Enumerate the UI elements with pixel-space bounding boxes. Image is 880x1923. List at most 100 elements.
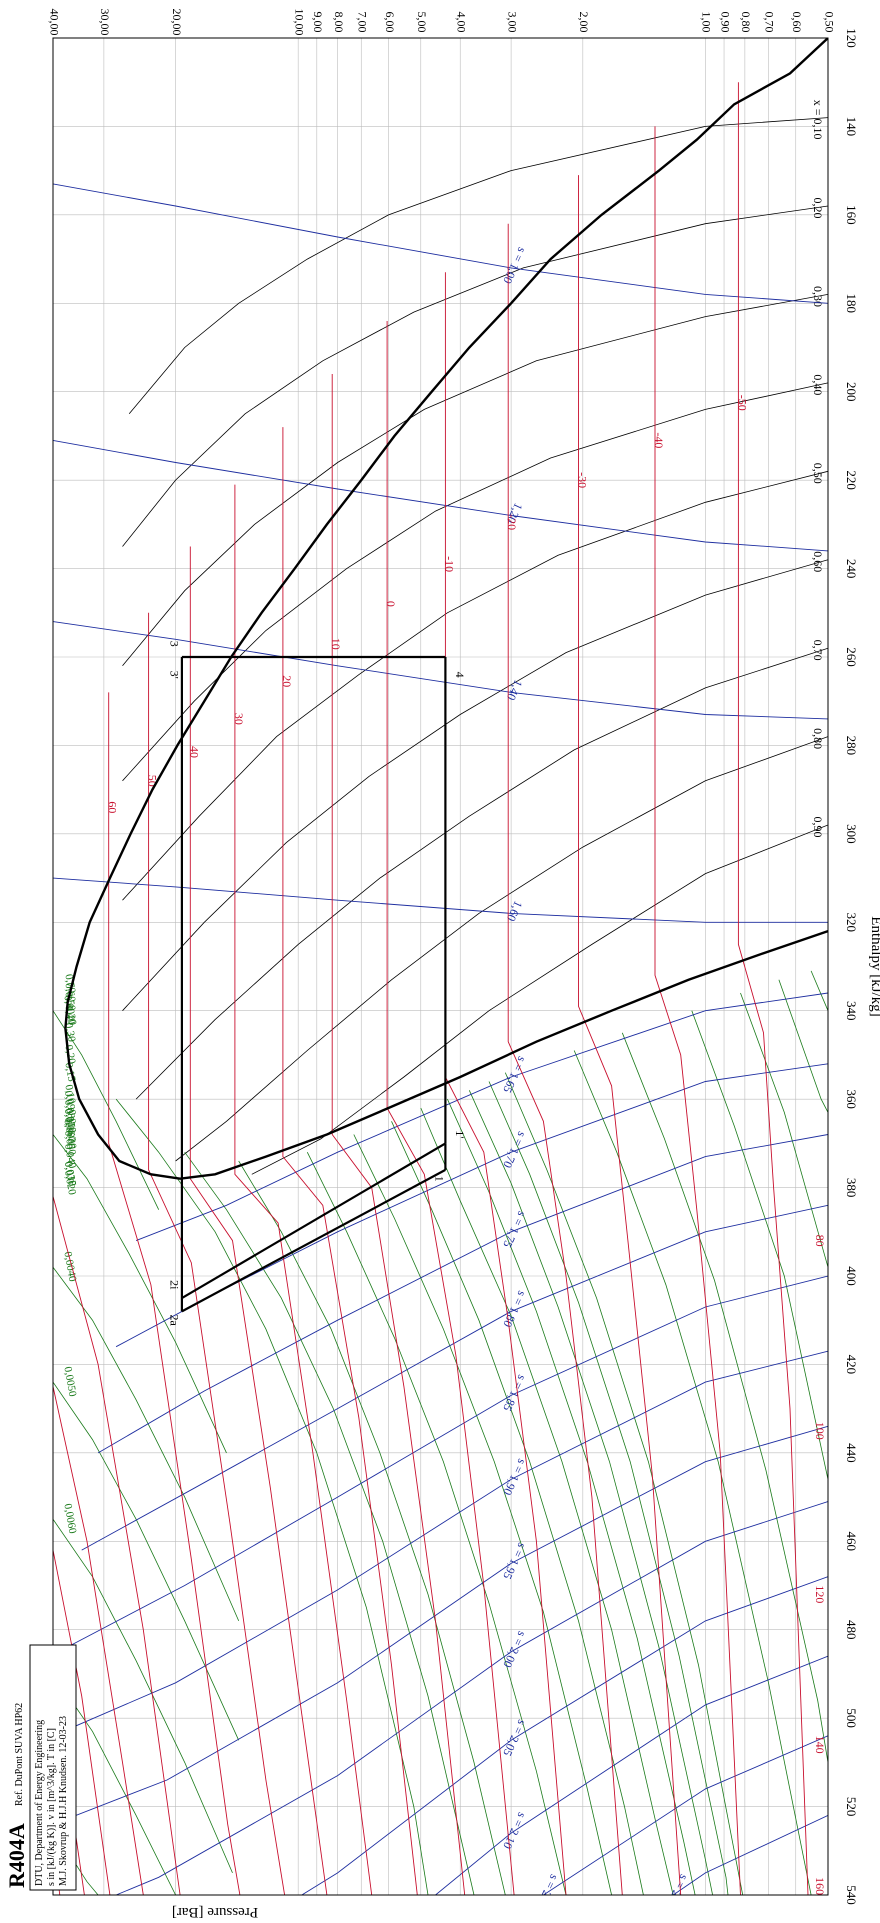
isochore-line	[504, 1072, 744, 1895]
y-tick-label: 2,00	[577, 12, 591, 33]
isochore-label: 0,010	[62, 1108, 78, 1135]
isentrope-line	[53, 439, 828, 552]
isentrope-line	[53, 621, 828, 720]
saturation-dome	[64, 38, 828, 1180]
isochore-line	[468, 1090, 713, 1895]
y-tick-label: 30,00	[98, 9, 112, 36]
isochore-label: 0,050	[62, 1130, 78, 1157]
y-tick-label: 0,70	[763, 12, 777, 33]
cycle-line	[181, 1142, 446, 1300]
quality-label: x = 0,10	[811, 100, 825, 140]
y-tick-label: 0,80	[739, 12, 753, 33]
y-tick-label: 8,00	[332, 12, 346, 33]
quality-label: 0,90	[811, 817, 825, 838]
isotherm-line	[654, 126, 741, 1895]
isotherm-label: -30	[575, 472, 589, 488]
isotherm-line	[53, 1550, 111, 1895]
x-tick-label: 440	[844, 1443, 859, 1463]
isochore-label: 0,060	[62, 1116, 78, 1143]
isotherm-line	[234, 484, 373, 1895]
isotherm-line	[578, 175, 682, 1895]
isochore-line	[184, 1151, 475, 1895]
isotherm-label: 80	[813, 1235, 827, 1247]
isochore-line	[691, 1010, 828, 1480]
x-tick-label: 460	[844, 1532, 859, 1552]
isotherm-label: 120	[813, 1585, 827, 1603]
y-tick-label: 20,00	[170, 9, 184, 36]
y-tick-label: 5,00	[415, 12, 429, 33]
cycle-point-label: 1'	[453, 1130, 467, 1138]
quality-line	[122, 205, 828, 547]
isentrope-line	[672, 1814, 828, 1895]
y-tick-label: 0,60	[790, 12, 804, 33]
plot-area: x = 0,10 0,20 0,30 0,40 0,50 0,60 0,70 0,80 0,90…	[52, 37, 829, 1896]
y-tick-label: 1,00	[700, 12, 714, 33]
isotherm-line	[282, 427, 418, 1895]
isochore-label: 0,030	[62, 1161, 78, 1188]
isentrope-line	[115, 1501, 828, 1895]
isochore-label: 0,10	[62, 1084, 77, 1106]
isochore-label: 0,20	[62, 1044, 77, 1066]
isochore-label: 0,015	[62, 1161, 78, 1188]
isotherm-line	[331, 374, 466, 1895]
isentrope-line	[66, 1275, 828, 1648]
isochore-line	[488, 1081, 729, 1895]
quality-label: 0,60	[811, 551, 825, 572]
quality-line	[135, 647, 828, 1100]
isotherm-label: 140	[813, 1736, 827, 1754]
cycle-point-label: 1	[433, 1176, 447, 1182]
isochore-label: 0,0050	[61, 1366, 78, 1398]
y-tick-label: 7,00	[356, 12, 370, 33]
refrigeration-cycle: 1 1' 2i 2a 3 3' 4	[167, 641, 467, 1327]
quality-line	[122, 382, 828, 782]
isotherm-label: 40	[187, 746, 201, 758]
saturated-liquid-line	[64, 38, 828, 1029]
isotherm-label: 10	[329, 638, 343, 650]
x-tick-label: 140	[844, 117, 859, 137]
x-tick-label: 340	[844, 1001, 859, 1021]
cycle-point-label: 2a	[167, 1315, 181, 1327]
x-tick-label: 160	[844, 205, 859, 225]
isotherm-line	[148, 612, 286, 1895]
isochore-line	[53, 1010, 160, 1210]
x-tick-label: 200	[844, 382, 859, 402]
isentrope-line	[543, 1735, 828, 1895]
isotherm-label: -10	[442, 556, 456, 572]
isotherm-line	[53, 1196, 181, 1895]
isotherm-label: -40	[652, 432, 666, 448]
x-tick-label: 540	[844, 1885, 859, 1905]
isentrope-line	[81, 1204, 828, 1551]
isochore-label: 0,090	[62, 1090, 78, 1117]
isochore-line	[306, 1152, 567, 1895]
cycle-point-label: 2i	[167, 1280, 181, 1290]
isotherm-line	[108, 692, 241, 1895]
isotherm-line	[189, 546, 328, 1895]
isentrope-line	[53, 1350, 828, 1737]
x-tick-label: 260	[844, 647, 859, 667]
quality-label: 0,70	[811, 640, 825, 661]
x-axis-label: Enthalpy [kJ/kg]	[868, 916, 880, 1016]
isochore-line	[53, 1381, 240, 1741]
isochore-label: 0,0060	[61, 1503, 78, 1535]
y-axis-label: Pressure [Bar]	[172, 1904, 258, 1920]
isentrope-line	[135, 992, 828, 1242]
isotherm-line	[386, 321, 515, 1895]
y-tick-label: 40,00	[47, 9, 61, 36]
plot-frame	[52, 37, 829, 1896]
quality-label: 0,80	[811, 728, 825, 749]
quality-line	[122, 559, 828, 1011]
info-line-1: DTU, Department of Energy Engineering	[34, 1720, 45, 1886]
isotherm-label: 30	[232, 713, 246, 725]
y-tick-label: 9,00	[311, 12, 325, 33]
cycle-point-label: 4	[453, 672, 467, 678]
y-tick-label: 4,00	[454, 12, 468, 33]
quality-line	[128, 117, 828, 415]
isochore-label: 0,040	[62, 1143, 78, 1170]
isotherm-line	[507, 223, 623, 1895]
x-tick-label: 320	[844, 913, 859, 933]
quality-line	[175, 736, 828, 1162]
x-tick-label: 300	[844, 824, 859, 844]
saturated-vapor-line	[64, 929, 828, 1180]
isotherm-label: 100	[813, 1422, 827, 1440]
